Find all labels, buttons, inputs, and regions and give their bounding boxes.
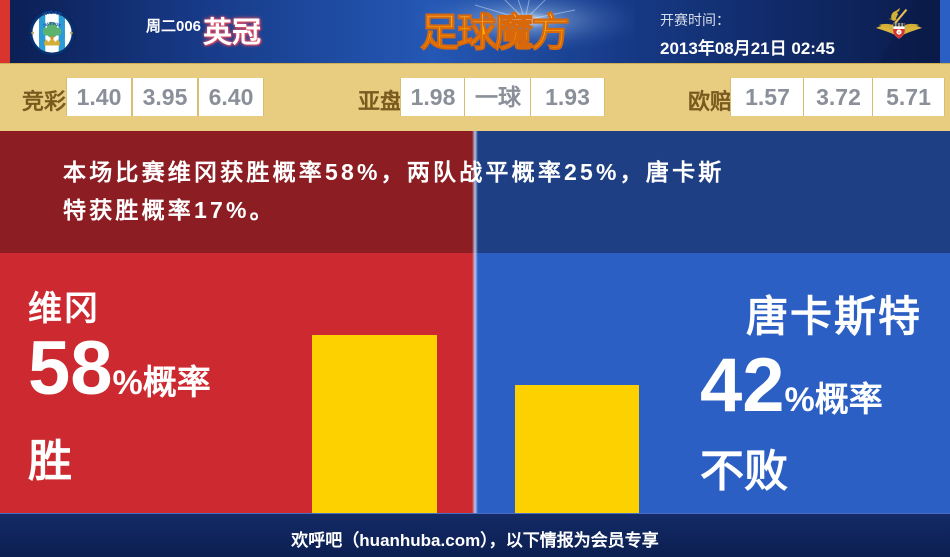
- svg-text:足球魔方: 足球魔方: [420, 12, 569, 55]
